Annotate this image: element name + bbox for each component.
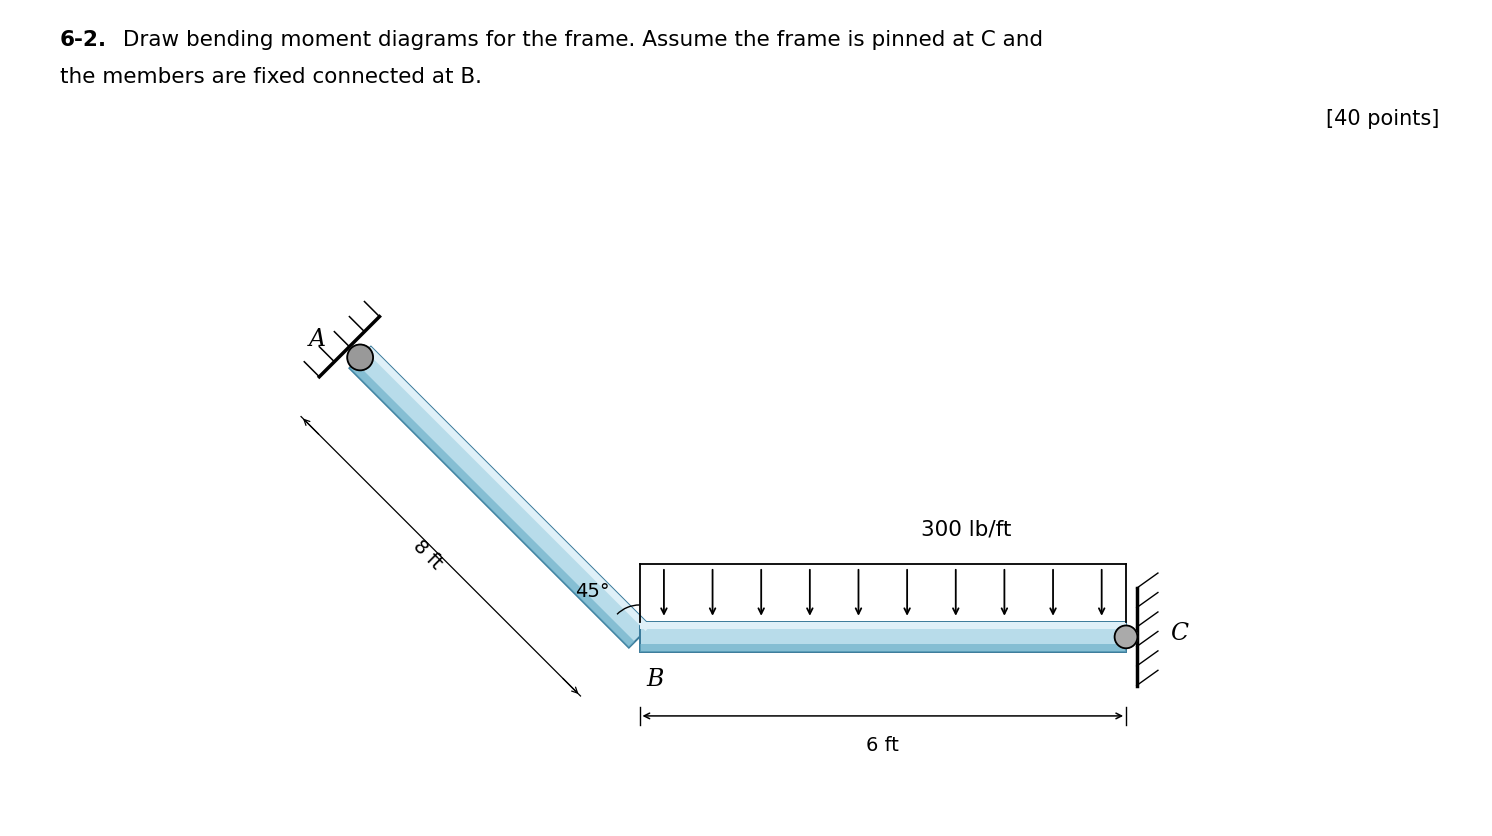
Polygon shape xyxy=(640,622,1126,629)
Text: 8 ft: 8 ft xyxy=(409,536,446,573)
Polygon shape xyxy=(349,362,634,648)
Text: 300 lb/ft: 300 lb/ft xyxy=(921,520,1012,539)
Text: B: B xyxy=(646,668,664,691)
Text: 6-2.: 6-2. xyxy=(60,30,107,50)
Text: C: C xyxy=(1170,622,1188,645)
Text: A: A xyxy=(309,328,327,350)
Text: 45°: 45° xyxy=(576,582,610,601)
Text: Draw bending moment diagrams for the frame. Assume the frame is pinned at C and: Draw bending moment diagrams for the fra… xyxy=(116,30,1043,50)
Circle shape xyxy=(348,344,373,370)
Text: 6 ft: 6 ft xyxy=(867,736,900,755)
Text: the members are fixed connected at B.: the members are fixed connected at B. xyxy=(60,67,482,87)
Polygon shape xyxy=(640,622,1126,652)
Text: [40 points]: [40 points] xyxy=(1326,109,1440,129)
Polygon shape xyxy=(366,347,651,631)
Circle shape xyxy=(1115,625,1137,648)
Polygon shape xyxy=(349,347,651,648)
Polygon shape xyxy=(640,644,1126,652)
